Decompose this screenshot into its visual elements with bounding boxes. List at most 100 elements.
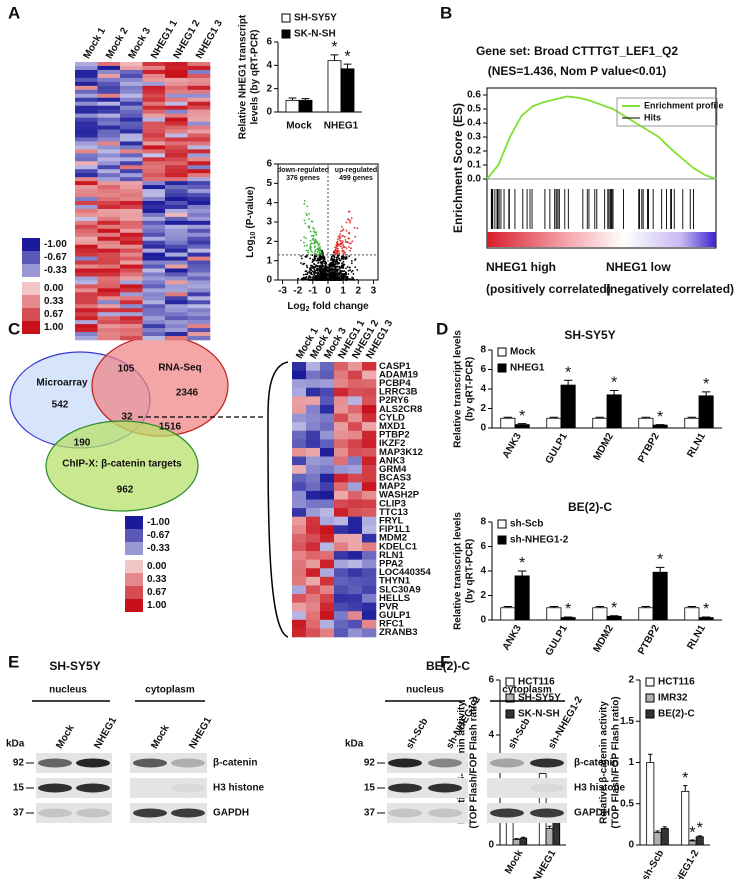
heatmap-cell bbox=[142, 105, 166, 110]
heatmap-cell bbox=[348, 456, 363, 466]
heatmap-cell bbox=[334, 533, 349, 543]
heatmap-cell bbox=[306, 525, 321, 535]
heatmap-cell bbox=[362, 387, 377, 397]
volcano-point bbox=[335, 252, 337, 254]
heatmap-cell bbox=[75, 208, 98, 214]
heatmap-cell bbox=[306, 473, 321, 483]
heatmap-cell bbox=[165, 149, 188, 154]
heatmap-cell bbox=[120, 336, 143, 341]
heatmap-cell bbox=[120, 204, 143, 210]
heatmap-cell bbox=[120, 62, 143, 67]
heatmap-cell bbox=[187, 85, 211, 91]
volcano-point bbox=[316, 253, 319, 256]
heatmap-cell bbox=[334, 456, 349, 466]
bar bbox=[592, 607, 608, 621]
heatmap-cell bbox=[362, 568, 377, 578]
y-tick-label: 0.6 bbox=[467, 90, 481, 101]
heatmap-cell bbox=[97, 177, 121, 182]
heatmap-cell bbox=[97, 272, 121, 277]
significance-mark: * bbox=[703, 601, 709, 618]
heatmap-cell bbox=[142, 89, 166, 95]
heatmap-cell bbox=[187, 216, 211, 222]
heatmap-cell bbox=[75, 300, 98, 305]
volcano-point bbox=[316, 267, 318, 270]
heatmap-cell bbox=[165, 268, 188, 273]
heatmap-cell bbox=[142, 133, 166, 138]
volcano-point bbox=[313, 272, 316, 275]
heatmap-cell bbox=[97, 252, 121, 257]
heatmap-cell bbox=[120, 197, 143, 202]
heatmap-cell bbox=[334, 551, 349, 560]
y-tick-label: 0 bbox=[480, 423, 486, 434]
heatmap-cell bbox=[187, 212, 211, 218]
color-scale-block bbox=[125, 573, 143, 586]
heatmap-cell bbox=[348, 594, 363, 603]
heatmap-cell bbox=[362, 525, 377, 535]
heatmap-cell bbox=[142, 332, 166, 337]
heatmap-cell bbox=[334, 585, 349, 595]
annotation: 499 genes bbox=[339, 175, 373, 182]
volcano-point bbox=[308, 271, 311, 273]
heatmap-cell bbox=[165, 189, 188, 194]
heatmap-cell bbox=[120, 137, 143, 142]
color-scale-block bbox=[22, 321, 40, 334]
volcano-point bbox=[345, 267, 347, 270]
volcano-point bbox=[304, 255, 307, 258]
blot-band bbox=[171, 783, 205, 793]
volcano-point bbox=[342, 254, 345, 257]
volcano-point bbox=[308, 225, 311, 228]
heatmap-cell bbox=[165, 93, 188, 99]
heatmap-cell bbox=[334, 559, 349, 569]
kda-label: kDa bbox=[6, 739, 25, 750]
heatmap-cell bbox=[320, 362, 335, 371]
heatmap-cell bbox=[165, 316, 188, 321]
heatmap-cell bbox=[187, 69, 211, 75]
heatmap-cell bbox=[120, 73, 143, 79]
volcano-point bbox=[324, 264, 327, 267]
error-bar bbox=[648, 753, 653, 763]
heatmap bbox=[292, 362, 377, 638]
heatmap-cell bbox=[165, 109, 188, 114]
heatmap-cell bbox=[320, 611, 335, 621]
heatmap-cell bbox=[187, 296, 211, 301]
heatmap-cell bbox=[187, 137, 211, 142]
heatmap-cell bbox=[120, 212, 143, 218]
heatmap-cell bbox=[97, 288, 121, 293]
volcano-point bbox=[314, 270, 316, 273]
gene-label: RFC1 bbox=[379, 619, 405, 630]
gene-label: ALS2CR8 bbox=[379, 404, 422, 415]
heatmap-cell bbox=[348, 533, 363, 543]
blot-strip bbox=[36, 803, 112, 823]
heatmap-cell bbox=[292, 559, 307, 569]
heatmap-cell bbox=[97, 85, 121, 91]
heatmap-cell bbox=[75, 220, 98, 226]
heatmap-cell bbox=[362, 619, 377, 629]
volcano-point bbox=[351, 240, 354, 243]
heatmap-cell bbox=[334, 447, 349, 457]
heatmap-cell bbox=[165, 300, 188, 305]
heatmap-cell bbox=[165, 288, 188, 293]
y-tick-label: 2 bbox=[628, 675, 634, 686]
heatmap-cell bbox=[120, 288, 143, 293]
volcano-point bbox=[350, 217, 353, 219]
heatmap-cell bbox=[120, 133, 143, 138]
heatmap-cell bbox=[97, 280, 121, 285]
heatmap-cell bbox=[320, 439, 335, 449]
volcano-point bbox=[321, 250, 324, 252]
heatmap-cell bbox=[187, 204, 211, 210]
volcano-point bbox=[349, 219, 352, 222]
heatmap-cell bbox=[120, 169, 143, 174]
legend-label: Hits bbox=[644, 112, 661, 122]
bar bbox=[638, 607, 654, 621]
heatmap-cell bbox=[75, 169, 98, 174]
heatmap-cell bbox=[165, 236, 188, 242]
heatmap-cell bbox=[165, 208, 188, 214]
venn-count: 962 bbox=[117, 485, 134, 496]
heatmap-cell bbox=[75, 85, 98, 91]
volcano-point bbox=[304, 273, 307, 276]
heatmap-cell bbox=[97, 216, 121, 222]
heatmap-cell bbox=[348, 516, 363, 526]
volcano-point bbox=[314, 257, 317, 260]
volcano-point bbox=[337, 261, 340, 264]
volcano-point bbox=[320, 272, 323, 275]
